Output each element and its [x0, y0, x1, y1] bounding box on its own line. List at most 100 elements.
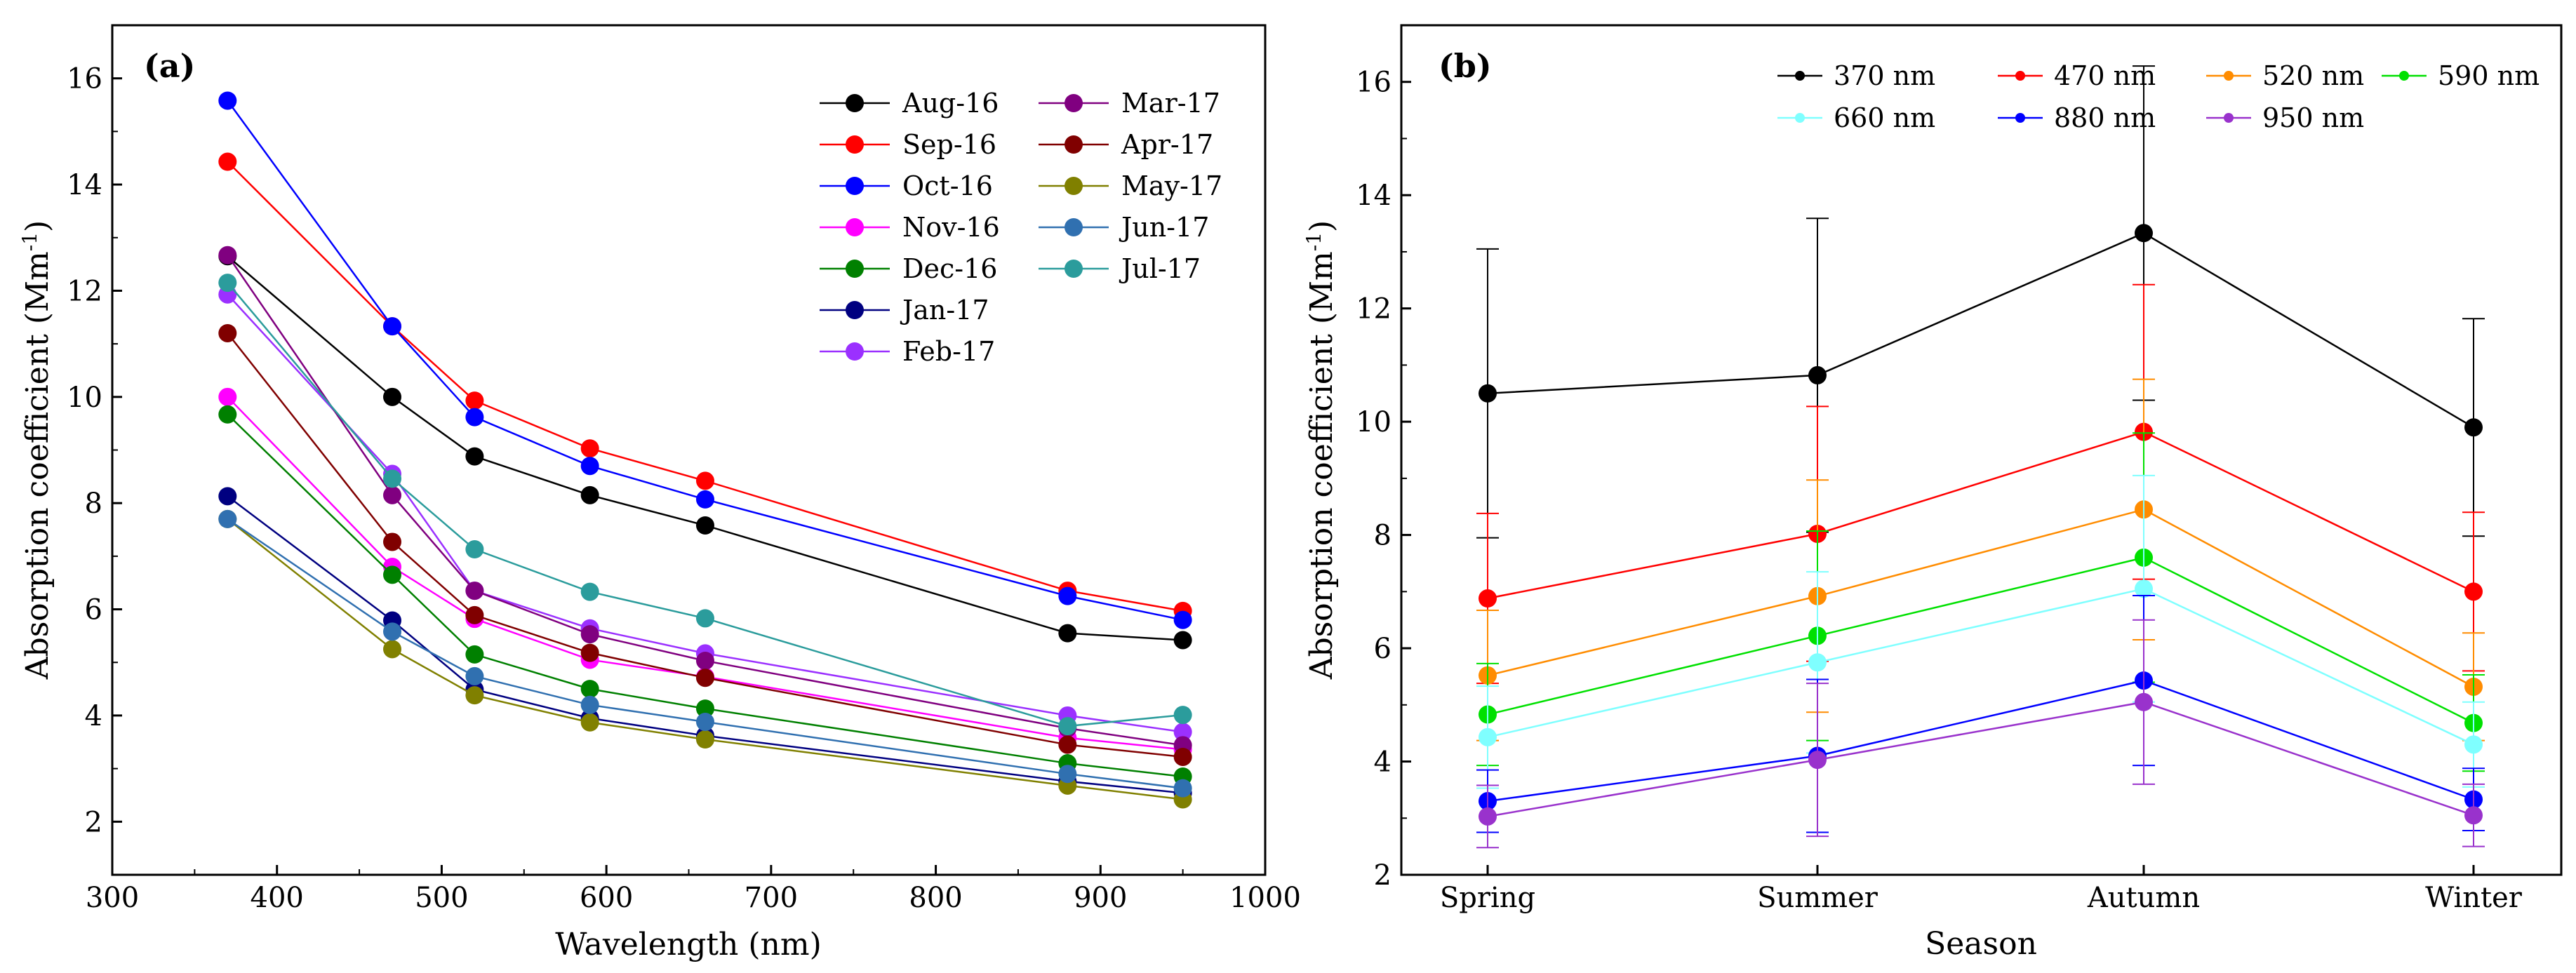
legend-swatch-marker — [2015, 113, 2025, 123]
data-point — [218, 323, 237, 342]
legend-label: Oct-16 — [902, 170, 993, 201]
legend-swatch-marker — [2399, 71, 2409, 81]
data-point — [218, 487, 237, 506]
legend-swatch-marker — [2224, 71, 2234, 81]
legend-label: 370 nm — [1834, 60, 1935, 91]
series-line — [1487, 701, 2474, 818]
legend-swatch-marker — [846, 260, 864, 278]
data-point — [1058, 624, 1077, 643]
data-point — [383, 485, 402, 504]
data-point — [580, 439, 599, 458]
data-point — [1173, 723, 1192, 742]
series-950-nm — [1476, 619, 2485, 849]
legend-swatch-marker — [2224, 113, 2234, 123]
series-line — [1487, 556, 2474, 724]
data-point — [695, 699, 714, 718]
legend-item: Dec-16 — [820, 253, 997, 284]
y-tick-label-a: 8 — [85, 488, 102, 520]
data-point — [465, 605, 484, 624]
series-470-nm — [1476, 283, 2485, 685]
series-Sep-16 — [218, 152, 1192, 620]
data-point — [580, 485, 599, 504]
series-line — [1487, 231, 2474, 429]
legend-item: Apr-17 — [1039, 129, 1213, 160]
legend-item: Nov-16 — [820, 212, 1000, 243]
legend-item: 660 nm — [1777, 102, 1935, 133]
y-tick-label-b: 12 — [1356, 293, 1392, 326]
data-point — [2135, 692, 2153, 711]
legend-label: 520 nm — [2262, 60, 2364, 91]
legend-swatch-marker — [1065, 135, 1083, 154]
y-tick-label-b: 10 — [1356, 406, 1392, 438]
data-point — [218, 509, 237, 528]
data-point — [1173, 610, 1192, 629]
data-point — [218, 274, 237, 293]
legend-swatch-marker — [846, 342, 864, 361]
legend-label: 660 nm — [1834, 102, 1935, 133]
x-tick-label-a: 400 — [251, 882, 304, 914]
data-point — [695, 471, 714, 490]
legend-label: Jun-17 — [1119, 212, 1209, 243]
x-tick-label-a: 300 — [86, 882, 139, 914]
legend-label: Nov-16 — [902, 212, 1000, 243]
x-tick-label-a: 900 — [1074, 882, 1127, 914]
legend-item: Feb-17 — [820, 336, 995, 367]
data-point — [218, 405, 237, 424]
legend-label: 950 nm — [2262, 102, 2364, 133]
series-line — [1487, 431, 2474, 600]
x-tick-label-b: Autumn — [2087, 882, 2200, 914]
series-group-a — [218, 91, 1192, 809]
chart-panel-a: 300 400 500 600 700 800 900 1000 2 4 6 8 10 12 14 16 (a… — [18, 24, 1301, 962]
legend-label: Mar-17 — [1121, 88, 1220, 119]
y-tick-label-b: 8 — [1374, 520, 1392, 552]
x-tick-label-a: 700 — [745, 882, 798, 914]
data-point — [695, 516, 714, 535]
legend-item: Sep-16 — [820, 129, 996, 160]
series-880-nm — [1476, 594, 2485, 833]
y-tick-label-a: 10 — [67, 382, 102, 414]
data-point — [383, 387, 402, 406]
legend-item: May-17 — [1039, 170, 1222, 201]
data-point — [580, 457, 599, 476]
legend-label: 590 nm — [2438, 60, 2540, 91]
y-tick-label-b: 4 — [1374, 746, 1392, 779]
legend-swatch-marker — [846, 94, 864, 112]
data-point — [580, 695, 599, 714]
data-point — [1808, 365, 1827, 384]
y-tick-label-b: 16 — [1356, 67, 1392, 99]
legend-label: Aug-16 — [902, 88, 999, 119]
x-tick-label-b: Spring — [1440, 882, 1535, 914]
data-point — [1058, 735, 1077, 754]
data-point — [695, 651, 714, 670]
data-point — [2135, 224, 2153, 243]
series-line — [1487, 508, 2474, 688]
legend-item: Jan-17 — [820, 295, 989, 326]
data-point — [218, 91, 237, 110]
data-point — [2464, 582, 2483, 601]
data-point — [383, 532, 402, 551]
data-point — [695, 609, 714, 628]
legend-item: 590 nm — [2382, 60, 2540, 91]
series-line — [227, 100, 1183, 621]
legend-item: Jul-17 — [1039, 253, 1201, 284]
series-group-b — [1476, 65, 2485, 849]
legend-swatch-marker — [1795, 113, 1805, 123]
legend-swatch-marker — [846, 177, 864, 195]
legend-label: Jan-17 — [900, 295, 989, 326]
legend-item: 520 nm — [2206, 60, 2364, 91]
series-Jun-17 — [218, 509, 1192, 798]
legend-item: Mar-17 — [1039, 88, 1220, 119]
legend-swatch-marker — [1065, 218, 1083, 236]
series-520-nm — [1476, 378, 2485, 742]
series-Apr-17 — [218, 323, 1192, 766]
legend-a: Aug-16 Sep-16 Oct-16 Nov-16 Dec-16 Jan-17 Feb-… — [820, 88, 1222, 367]
series-line — [1487, 587, 2474, 746]
legend-item: 950 nm — [2206, 102, 2364, 133]
data-point — [2464, 806, 2483, 825]
data-point — [465, 582, 484, 600]
x-axis-title-b: Season — [1925, 926, 2037, 962]
axis-ticks-b: Spring Summer Autumn Winter 2 4 6 8 10 12 14 16 — [1356, 25, 2523, 914]
data-point — [695, 490, 714, 509]
data-point — [1173, 747, 1192, 766]
y-tick-label-b: 14 — [1356, 180, 1392, 212]
